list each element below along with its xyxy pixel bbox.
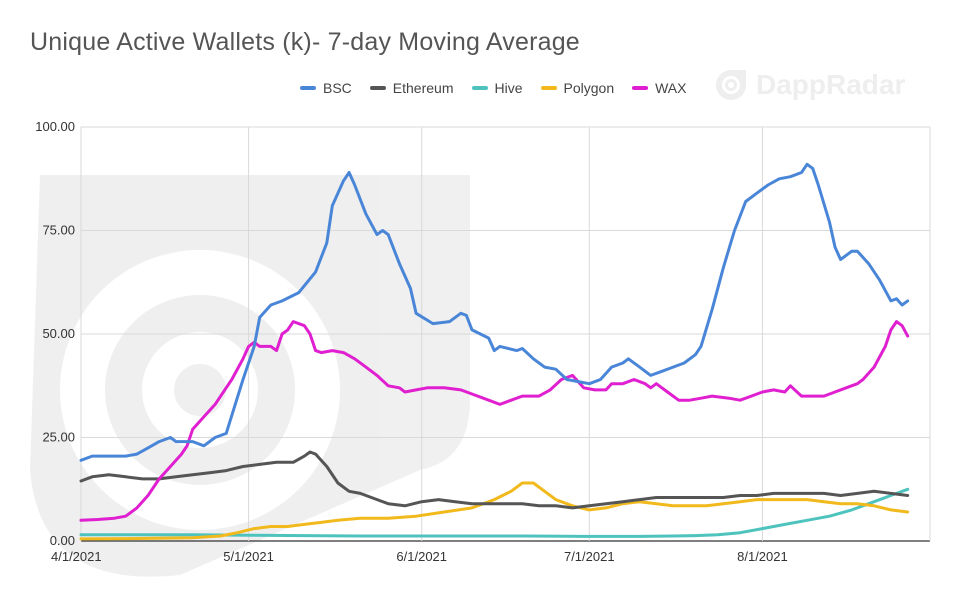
legend-label-hive: Hive bbox=[494, 80, 523, 96]
y-tick-label: 75.00 bbox=[42, 223, 75, 238]
legend-item-bsc: BSC bbox=[300, 80, 352, 96]
legend-swatch-wax bbox=[632, 86, 649, 90]
watermark-brand-text: DappRadar bbox=[756, 69, 906, 100]
dappradar-watermark: DappRadar bbox=[714, 68, 905, 102]
y-tick-label: 0.00 bbox=[50, 533, 75, 548]
x-tick-label: 7/1/2021 bbox=[564, 549, 615, 564]
legend-swatch-bsc bbox=[300, 86, 316, 90]
series-line-hive bbox=[79, 487, 910, 538]
series-line-bsc bbox=[79, 162, 910, 462]
legend-label-wax: WAX bbox=[655, 80, 687, 96]
x-tick-label: 4/1/2021 bbox=[51, 549, 102, 564]
legend-item-ethereum: Ethereum bbox=[369, 80, 454, 96]
legend-swatch-hive bbox=[471, 86, 488, 90]
legend-label-bsc: BSC bbox=[323, 80, 352, 96]
legend-item-wax: WAX bbox=[632, 80, 686, 96]
dappradar-logo-icon bbox=[716, 70, 746, 100]
legend-item-polygon: Polygon bbox=[540, 80, 615, 96]
grid-lines bbox=[80, 126, 931, 542]
y-tick-label: 50.00 bbox=[42, 326, 75, 341]
x-tick-label: 8/1/2021 bbox=[737, 549, 788, 564]
axis-tick-labels: 0.00 25.00 50.00 75.00 100.00 4/1/2021 5/1/202… bbox=[35, 119, 788, 564]
legend-item-hive: Hive bbox=[471, 80, 523, 96]
chart-legend: BSC Ethereum Hive Polygon WAX bbox=[300, 80, 686, 96]
legend-label-ethereum: Ethereum bbox=[392, 80, 454, 96]
y-tick-label: 100.00 bbox=[35, 119, 75, 134]
x-tick-label: 5/1/2021 bbox=[223, 549, 274, 564]
background-watermark-shape bbox=[30, 175, 470, 577]
series-line-ethereum bbox=[79, 450, 910, 510]
y-tick-label: 25.00 bbox=[42, 430, 75, 445]
x-tick-label: 6/1/2021 bbox=[396, 549, 447, 564]
legend-label-polygon: Polygon bbox=[563, 80, 615, 96]
legend-swatch-ethereum bbox=[369, 86, 386, 90]
series-line-wax bbox=[79, 320, 910, 522]
legend-swatch-polygon bbox=[540, 86, 557, 90]
series-lines bbox=[79, 162, 910, 541]
chart-title: Unique Active Wallets (k)- 7-day Moving … bbox=[30, 28, 580, 56]
series-line-polygon bbox=[79, 481, 910, 541]
